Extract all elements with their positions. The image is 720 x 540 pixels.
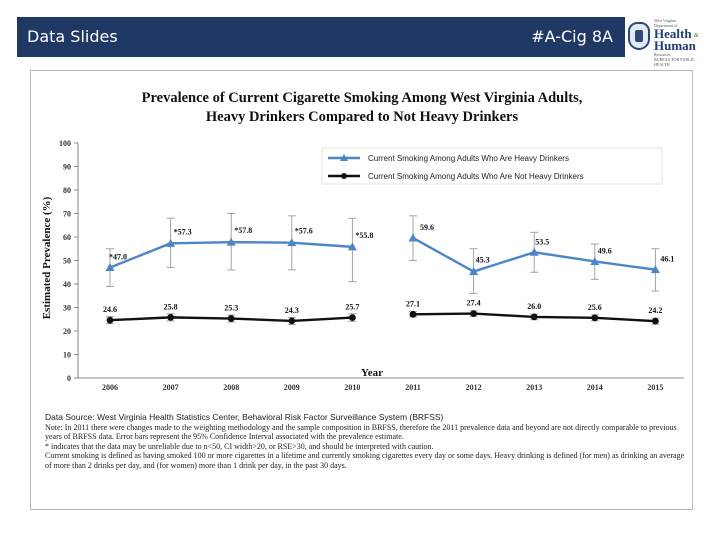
data-point-triangle bbox=[287, 238, 297, 247]
x-tick-label: 2015 bbox=[647, 383, 663, 392]
data-label: 25.6 bbox=[588, 303, 602, 312]
data-point-circle bbox=[470, 310, 477, 318]
chart-notes: Data Source: West Virginia Health Statis… bbox=[45, 412, 690, 471]
x-tick-label: 2011 bbox=[405, 383, 421, 392]
logo-line-dept: Department of bbox=[654, 23, 678, 28]
methodology-note: Note: In 2011 there were changes made to… bbox=[45, 422, 677, 442]
data-label: 24.2 bbox=[648, 306, 662, 315]
y-tick-label: 30 bbox=[63, 304, 71, 313]
x-tick-label: 2010 bbox=[344, 383, 360, 392]
legend-label: Current Smoking Among Adults Who Are Hea… bbox=[368, 154, 569, 163]
x-tick-label: 2014 bbox=[587, 383, 603, 392]
data-point-circle bbox=[288, 317, 296, 325]
logo-word-human: Human bbox=[654, 38, 696, 53]
data-point-triangle bbox=[408, 233, 418, 242]
x-tick-label: 2012 bbox=[466, 383, 482, 392]
logo-line-state: West Virginia bbox=[654, 18, 676, 23]
y-axis-label: Estimated Prevalence (%) bbox=[41, 196, 53, 319]
data-label: 49.6 bbox=[598, 246, 612, 255]
data-label: 27.4 bbox=[467, 299, 481, 308]
data-label: 46.1 bbox=[660, 255, 674, 264]
data-point-circle bbox=[227, 315, 235, 322]
chart-frame bbox=[30, 70, 693, 510]
data-point-triangle bbox=[529, 247, 539, 256]
data-point-circle bbox=[652, 317, 659, 325]
logo-ampersand: & bbox=[694, 33, 699, 39]
y-tick-label: 50 bbox=[63, 257, 71, 266]
data-point-triangle bbox=[166, 238, 176, 247]
data-point-triangle bbox=[650, 265, 660, 274]
y-tick-label: 40 bbox=[63, 280, 71, 289]
legend-marker-circle bbox=[341, 173, 347, 179]
data-label: *47.0 bbox=[109, 253, 127, 262]
logo-word-health: Health bbox=[654, 26, 692, 41]
data-label: 26.0 bbox=[527, 302, 541, 311]
data-label: 59.6 bbox=[420, 223, 434, 232]
slide-section-title: Data Slides bbox=[27, 27, 118, 46]
x-tick-label: 2008 bbox=[223, 383, 239, 392]
y-tick-label: 0 bbox=[67, 374, 71, 383]
legend-marker-triangle bbox=[340, 154, 348, 161]
data-point-circle bbox=[167, 313, 175, 321]
slide-header-bar: Data Slides #A-Cig 8A bbox=[17, 17, 625, 57]
data-label: *57.8 bbox=[234, 226, 252, 235]
logo-line-bureau: BUREAU FOR PUBLIC HEALTH bbox=[654, 57, 695, 67]
y-tick-label: 90 bbox=[63, 163, 71, 172]
data-point-triangle bbox=[347, 242, 357, 251]
x-axis-label: Year bbox=[361, 367, 383, 379]
data-label: 45.3 bbox=[476, 256, 490, 265]
data-label: 25.3 bbox=[224, 304, 238, 313]
data-label: 24.3 bbox=[285, 306, 299, 315]
y-tick-label: 70 bbox=[63, 210, 71, 219]
data-label: 25.8 bbox=[164, 302, 178, 311]
data-point-circle bbox=[409, 310, 417, 318]
data-label: *57.3 bbox=[174, 227, 192, 236]
legend-box bbox=[321, 147, 663, 185]
data-source-note: Data Source: West Virginia Health Statis… bbox=[45, 412, 444, 422]
data-point-circle bbox=[106, 316, 114, 324]
y-tick-label: 60 bbox=[63, 233, 71, 242]
chart-title-line2: Heavy Drinkers Compared to Not Heavy Dri… bbox=[206, 109, 519, 125]
y-tick-label: 100 bbox=[59, 139, 71, 148]
x-tick-label: 2006 bbox=[102, 383, 118, 392]
definition-note: Current smoking is defined as having smo… bbox=[45, 451, 685, 470]
data-label: *55.8 bbox=[355, 231, 373, 240]
y-tick-label: 80 bbox=[63, 186, 71, 195]
data-label: 53.5 bbox=[535, 237, 549, 246]
slide-code: #A-Cig 8A bbox=[531, 27, 613, 46]
data-point-circle bbox=[349, 314, 356, 322]
logo-line-resources: Resources bbox=[654, 52, 671, 57]
y-tick-label: 10 bbox=[63, 351, 71, 360]
data-point-triangle bbox=[105, 263, 115, 272]
y-tick-label: 20 bbox=[63, 327, 71, 336]
data-point-triangle bbox=[590, 256, 600, 265]
data-point-circle bbox=[530, 313, 538, 321]
legend-label: Current Smoking Among Adults Who Are Not… bbox=[368, 172, 584, 181]
data-point-triangle bbox=[226, 237, 236, 246]
data-label: 27.1 bbox=[406, 299, 420, 308]
x-tick-label: 2007 bbox=[163, 383, 179, 392]
x-tick-label: 2013 bbox=[526, 383, 542, 392]
data-label: 25.7 bbox=[345, 303, 359, 312]
data-label: *57.6 bbox=[295, 227, 313, 236]
data-point-circle bbox=[591, 314, 599, 322]
data-point-triangle bbox=[469, 267, 479, 276]
chart-title-line1: Prevalence of Current Cigarette Smoking … bbox=[142, 90, 583, 106]
data-label: 24.6 bbox=[103, 305, 117, 314]
state-seal-icon bbox=[628, 22, 650, 50]
dhhr-logo: West Virginia Department of Health & Hum… bbox=[626, 16, 704, 67]
reliability-note: * indicates that the data may be unrelia… bbox=[45, 441, 434, 451]
x-tick-label: 2009 bbox=[284, 383, 300, 392]
